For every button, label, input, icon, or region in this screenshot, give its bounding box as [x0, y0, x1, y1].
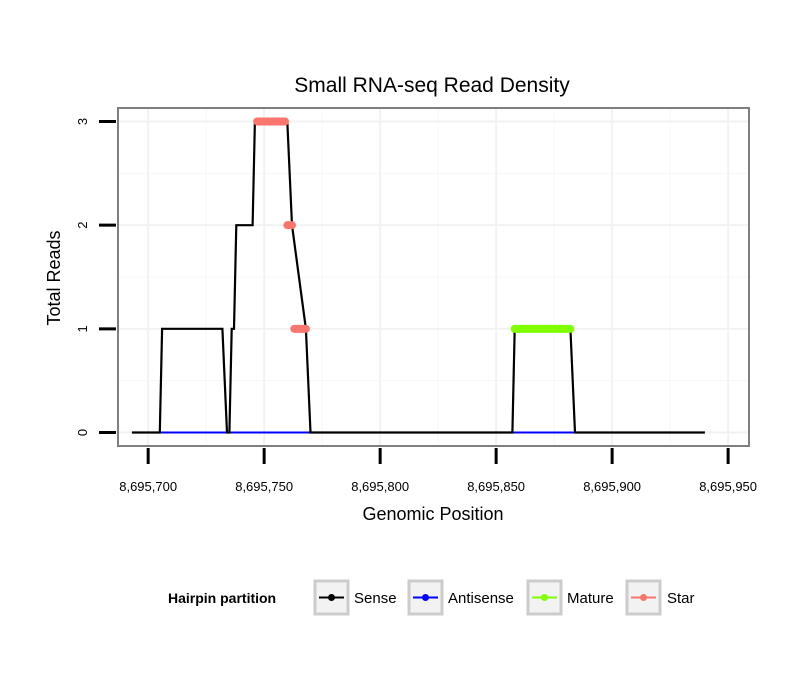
- legend-label: Mature: [567, 590, 614, 607]
- legend-title: Hairpin partition: [168, 590, 276, 606]
- y-tick-label: 3: [75, 118, 90, 125]
- x-tick-label: 8,695,750: [235, 479, 293, 494]
- legend-key-point: [640, 594, 647, 601]
- legend-label: Star: [667, 590, 695, 607]
- legend-key-point: [328, 594, 335, 601]
- x-tick-label: 8,695,850: [467, 479, 525, 494]
- legend: Hairpin partition Sense Antisense Mature St…: [168, 579, 695, 616]
- y-tick-label: 1: [75, 325, 90, 332]
- legend-entry-antisense: Antisense: [407, 579, 514, 616]
- legend-entry-mature: Mature: [526, 579, 614, 616]
- x-axis: 8,695,700 8,695,750 8,695,800 8,695,850 8,69…: [119, 448, 757, 494]
- chart-title: Small RNA-seq Read Density: [294, 74, 570, 97]
- y-tick-label: 0: [75, 429, 90, 436]
- x-tick-label: 8,695,700: [119, 479, 177, 494]
- legend-key-point: [422, 594, 429, 601]
- legend-entry-star: Star: [625, 579, 695, 616]
- x-tick-label: 8,695,800: [351, 479, 409, 494]
- plot-series: [131, 117, 705, 434]
- y-axis-title: Total Reads: [44, 230, 64, 325]
- legend-label: Sense: [354, 590, 397, 607]
- y-tick-label: 2: [75, 222, 90, 229]
- x-tick-label: 8,695,900: [583, 479, 641, 494]
- sense-line: [131, 120, 705, 434]
- y-axis: 0 1 2 3: [75, 118, 116, 436]
- x-axis-title: Genomic Position: [362, 504, 503, 524]
- legend-entry-sense: Sense: [313, 579, 397, 616]
- plot-border: [117, 107, 750, 447]
- legend-label: Antisense: [448, 590, 514, 607]
- legend-key-point: [541, 594, 548, 601]
- x-tick-label: 8,695,950: [699, 479, 757, 494]
